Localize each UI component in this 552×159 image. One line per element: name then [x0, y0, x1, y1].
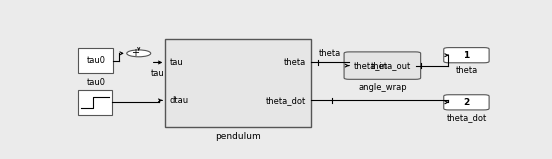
Text: +: + — [130, 48, 139, 58]
Text: theta_dot: theta_dot — [447, 113, 486, 122]
FancyBboxPatch shape — [444, 95, 489, 110]
Text: theta_in: theta_in — [353, 61, 388, 70]
Text: tau: tau — [169, 58, 183, 67]
Text: tau: tau — [151, 69, 165, 78]
Text: theta: theta — [455, 66, 477, 75]
Text: theta_out: theta_out — [371, 61, 411, 70]
Circle shape — [127, 50, 151, 57]
Text: angle_wrap: angle_wrap — [358, 83, 407, 92]
FancyBboxPatch shape — [444, 48, 489, 63]
FancyBboxPatch shape — [78, 90, 112, 115]
Text: pendulum: pendulum — [215, 132, 261, 141]
FancyBboxPatch shape — [78, 48, 114, 73]
Text: theta_dot: theta_dot — [266, 96, 306, 105]
Text: dtau: dtau — [169, 96, 189, 105]
Text: tau0: tau0 — [87, 78, 105, 87]
FancyBboxPatch shape — [344, 52, 421, 79]
Text: tau0: tau0 — [87, 56, 105, 65]
Text: theta: theta — [319, 48, 341, 58]
Text: 2: 2 — [463, 98, 470, 107]
Text: theta: theta — [284, 58, 306, 67]
FancyBboxPatch shape — [165, 39, 311, 127]
Text: 1: 1 — [463, 51, 470, 60]
